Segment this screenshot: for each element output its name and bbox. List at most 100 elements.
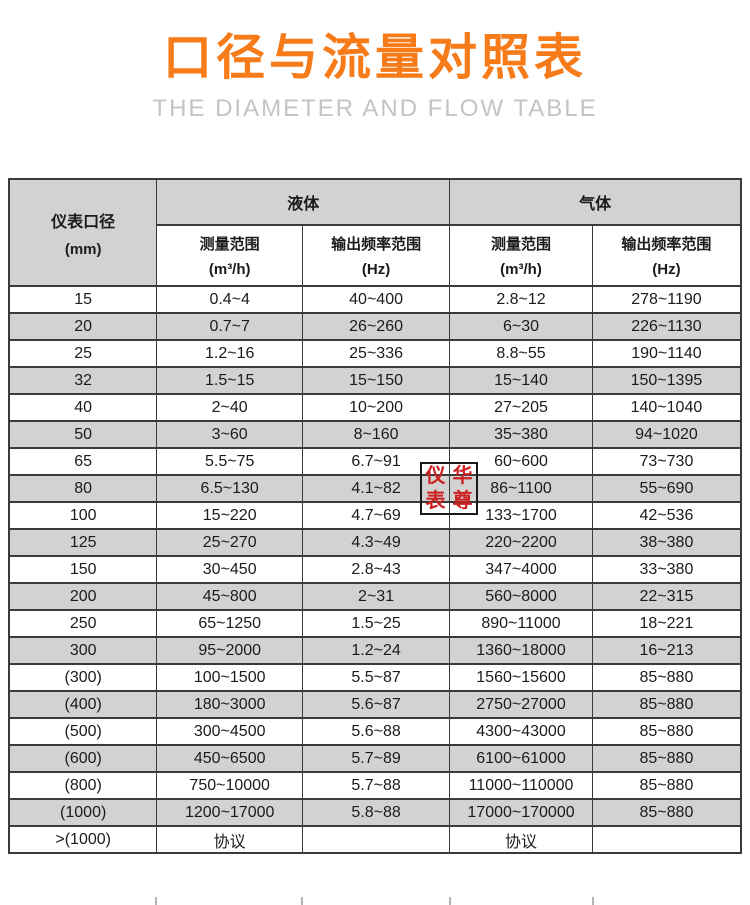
value-cell: 35~380 [449,420,593,449]
value-cell: 协议 [156,825,304,854]
value-cell: 协议 [449,825,593,854]
value-cell: 1360~18000 [449,636,593,665]
watermark-char: 华 [452,465,473,488]
gas-group-header: 气体 [449,178,742,226]
value-cell: 1560~15600 [449,663,593,692]
table-row: >(1000) 协议 协议 [8,825,742,854]
column-divider-stub [592,897,594,905]
watermark-char: 仪 [425,465,446,488]
value-cell: 4300~43000 [449,717,593,746]
value-cell: 347~4000 [449,555,593,584]
watermark-char: 表 [425,489,446,512]
value-cell: 33~380 [591,555,742,584]
value-cell: 560~8000 [449,582,593,611]
diameter-cell: (400) [8,690,158,719]
value-cell: 3~60 [156,420,304,449]
value-cell: 45~800 [156,582,304,611]
table-row: (500) 300~4500 5.6~88 4300~43000 85~880 [8,717,742,746]
diameter-cell: 32 [8,366,158,395]
value-cell: 133~1700 [449,501,593,530]
gas-freq-unit: (Hz) [652,261,681,278]
value-cell: 26~260 [302,312,451,341]
diameter-cell: 80 [8,474,158,503]
value-cell: 2~31 [302,582,451,611]
table-row: 25 1.2~16 25~336 8.8~55 190~1140 [8,339,742,368]
diameter-cell: 40 [8,393,158,422]
value-cell: 85~880 [591,663,742,692]
value-cell: 85~880 [591,771,742,800]
value-cell: 890~11000 [449,609,593,638]
value-cell: 30~450 [156,555,304,584]
table-row: 150 30~450 2.8~43 347~4000 33~380 [8,555,742,584]
column-divider-stub [301,897,303,905]
value-cell: 220~2200 [449,528,593,557]
value-cell: 16~213 [591,636,742,665]
table-row: 65 5.5~75 6.7~91 60~600 73~730 [8,447,742,476]
value-cell: 4.1~82 [302,474,451,503]
value-cell: 2750~27000 [449,690,593,719]
value-cell: 86~1100 [449,474,593,503]
value-cell: 140~1040 [591,393,742,422]
value-cell: 8.8~55 [449,339,593,368]
value-cell: 180~3000 [156,690,304,719]
diameter-cell: 65 [8,447,158,476]
value-cell: 42~536 [591,501,742,530]
value-cell [591,825,742,854]
diameter-cell: 125 [8,528,158,557]
diameter-header-label: 仪表口径 [51,213,116,231]
value-cell: 2.8~12 [449,285,593,314]
table-row: 125 25~270 4.3~49 220~2200 38~380 [8,528,742,557]
value-cell: 5.5~87 [302,663,451,692]
flow-table-body: 15 0.4~4 40~400 2.8~12 278~1190 20 0.7~7 26~260… [8,285,742,854]
table-row: (800) 750~10000 5.7~88 11000~110000 85~880 [8,771,742,800]
diameter-cell: >(1000) [8,825,158,854]
value-cell: 8~160 [302,420,451,449]
header-row-sub: 测量范围 (m³/h) 输出频率范围 (Hz) 测量范围 (m³/h) 输出频率… [9,224,742,287]
liquid-range-unit: (m³/h) [208,261,251,278]
value-cell: 95~2000 [156,636,304,665]
liquid-freq-unit: (Hz) [361,261,391,278]
value-cell: 94~1020 [591,420,742,449]
gas-freq-label: 输出频率范围 [621,236,712,253]
page-title: 口径与流量对照表 [162,31,587,85]
value-cell: 85~880 [591,717,742,746]
table-row: (1000) 1200~17000 5.8~88 17000~170000 85~880 [8,798,742,827]
diameter-cell: 25 [8,339,158,368]
value-cell: 40~400 [302,285,451,314]
page-subtitle: THE DIAMETER AND FLOW TABLE [152,94,598,122]
table-row: 20 0.7~7 26~260 6~30 226~1130 [8,312,742,341]
diameter-cell: (500) [8,717,158,746]
diameter-cell: 250 [8,609,158,638]
gas-range-label: 测量范围 [491,236,552,253]
value-cell: 25~336 [302,339,451,368]
value-cell: 15~220 [156,501,304,530]
value-cell: 15~150 [302,366,451,395]
value-cell: 450~6500 [156,744,304,773]
value-cell: 150~1395 [591,366,742,395]
value-cell: 6100~61000 [449,744,593,773]
value-cell: 1.5~15 [156,366,304,395]
gas-range-unit: (m³/h) [500,261,542,278]
value-cell: 226~1130 [591,312,742,341]
watermark: 仪 华 表 尊 [420,462,478,515]
value-cell: 100~1500 [156,663,304,692]
table-row: (300) 100~1500 5.5~87 1560~15600 85~880 [8,663,742,692]
value-cell: 6.7~91 [302,447,451,476]
table-row: 80 6.5~130 4.1~82 86~1100 55~690 [8,474,742,503]
value-cell: 60~600 [449,447,593,476]
value-cell: 5.7~89 [302,744,451,773]
value-cell: 5.6~88 [302,717,451,746]
value-cell: 55~690 [591,474,742,503]
table-row: 40 2~40 10~200 27~205 140~1040 [8,393,742,422]
diameter-cell: 100 [8,501,158,530]
value-cell: 750~10000 [156,771,304,800]
value-cell: 278~1190 [591,285,742,314]
table-row: 200 45~800 2~31 560~8000 22~315 [8,582,742,611]
value-cell: 85~880 [591,744,742,773]
value-cell: 1200~17000 [156,798,304,827]
diameter-cell: 20 [8,312,158,341]
liquid-range-label: 测量范围 [199,236,260,253]
value-cell: 65~1250 [156,609,304,638]
value-cell: 5.7~88 [302,771,451,800]
diameter-cell: 300 [8,636,158,665]
